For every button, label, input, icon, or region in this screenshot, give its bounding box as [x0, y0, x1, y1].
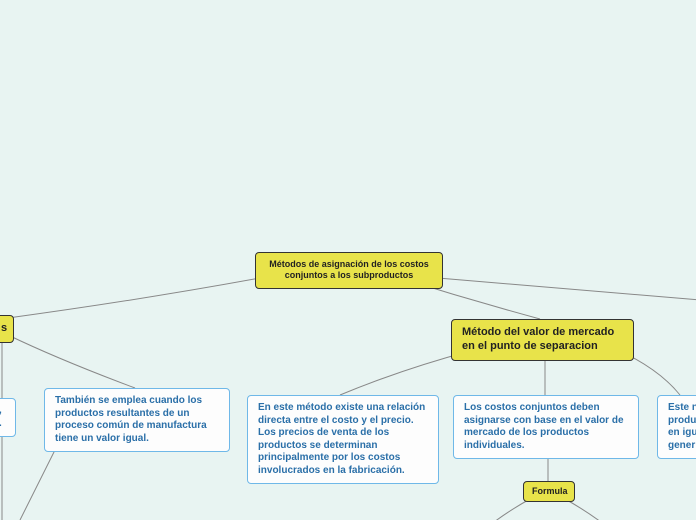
- leaf-node-1[interactable]: , .: [0, 398, 16, 437]
- leaf-2-label: También se emplea cuando los productos r…: [55, 395, 219, 445]
- formula-label: Formula: [532, 486, 566, 497]
- branch-left-label: s: [1, 322, 3, 336]
- leaf-node-3[interactable]: En este método existe una relación direc…: [247, 395, 439, 484]
- leaf-5-label: Este n produ en igu gener: [668, 402, 696, 452]
- leaf-node-5[interactable]: Este n produ en igu gener: [657, 395, 696, 459]
- formula-node[interactable]: Formula: [523, 481, 575, 502]
- branch-market-value-node[interactable]: Método del valor de mercado en el punto …: [451, 319, 634, 361]
- leaf-3-label: En este método existe una relación direc…: [258, 402, 428, 477]
- leaf-4-label: Los costos conjuntos deben asignarse con…: [464, 402, 628, 452]
- leaf-node-4[interactable]: Los costos conjuntos deben asignarse con…: [453, 395, 639, 459]
- branch-left-node[interactable]: s: [0, 315, 14, 343]
- diagram-canvas: Métodos de asignación de los costos conj…: [0, 0, 696, 520]
- branch-market-value-label: Método del valor de mercado en el punto …: [462, 326, 623, 354]
- root-label: Métodos de asignación de los costos conj…: [266, 259, 432, 282]
- root-node[interactable]: Métodos de asignación de los costos conj…: [255, 252, 443, 289]
- leaf-node-2[interactable]: También se emplea cuando los productos r…: [44, 388, 230, 452]
- leaf-1-label: , .: [0, 405, 5, 430]
